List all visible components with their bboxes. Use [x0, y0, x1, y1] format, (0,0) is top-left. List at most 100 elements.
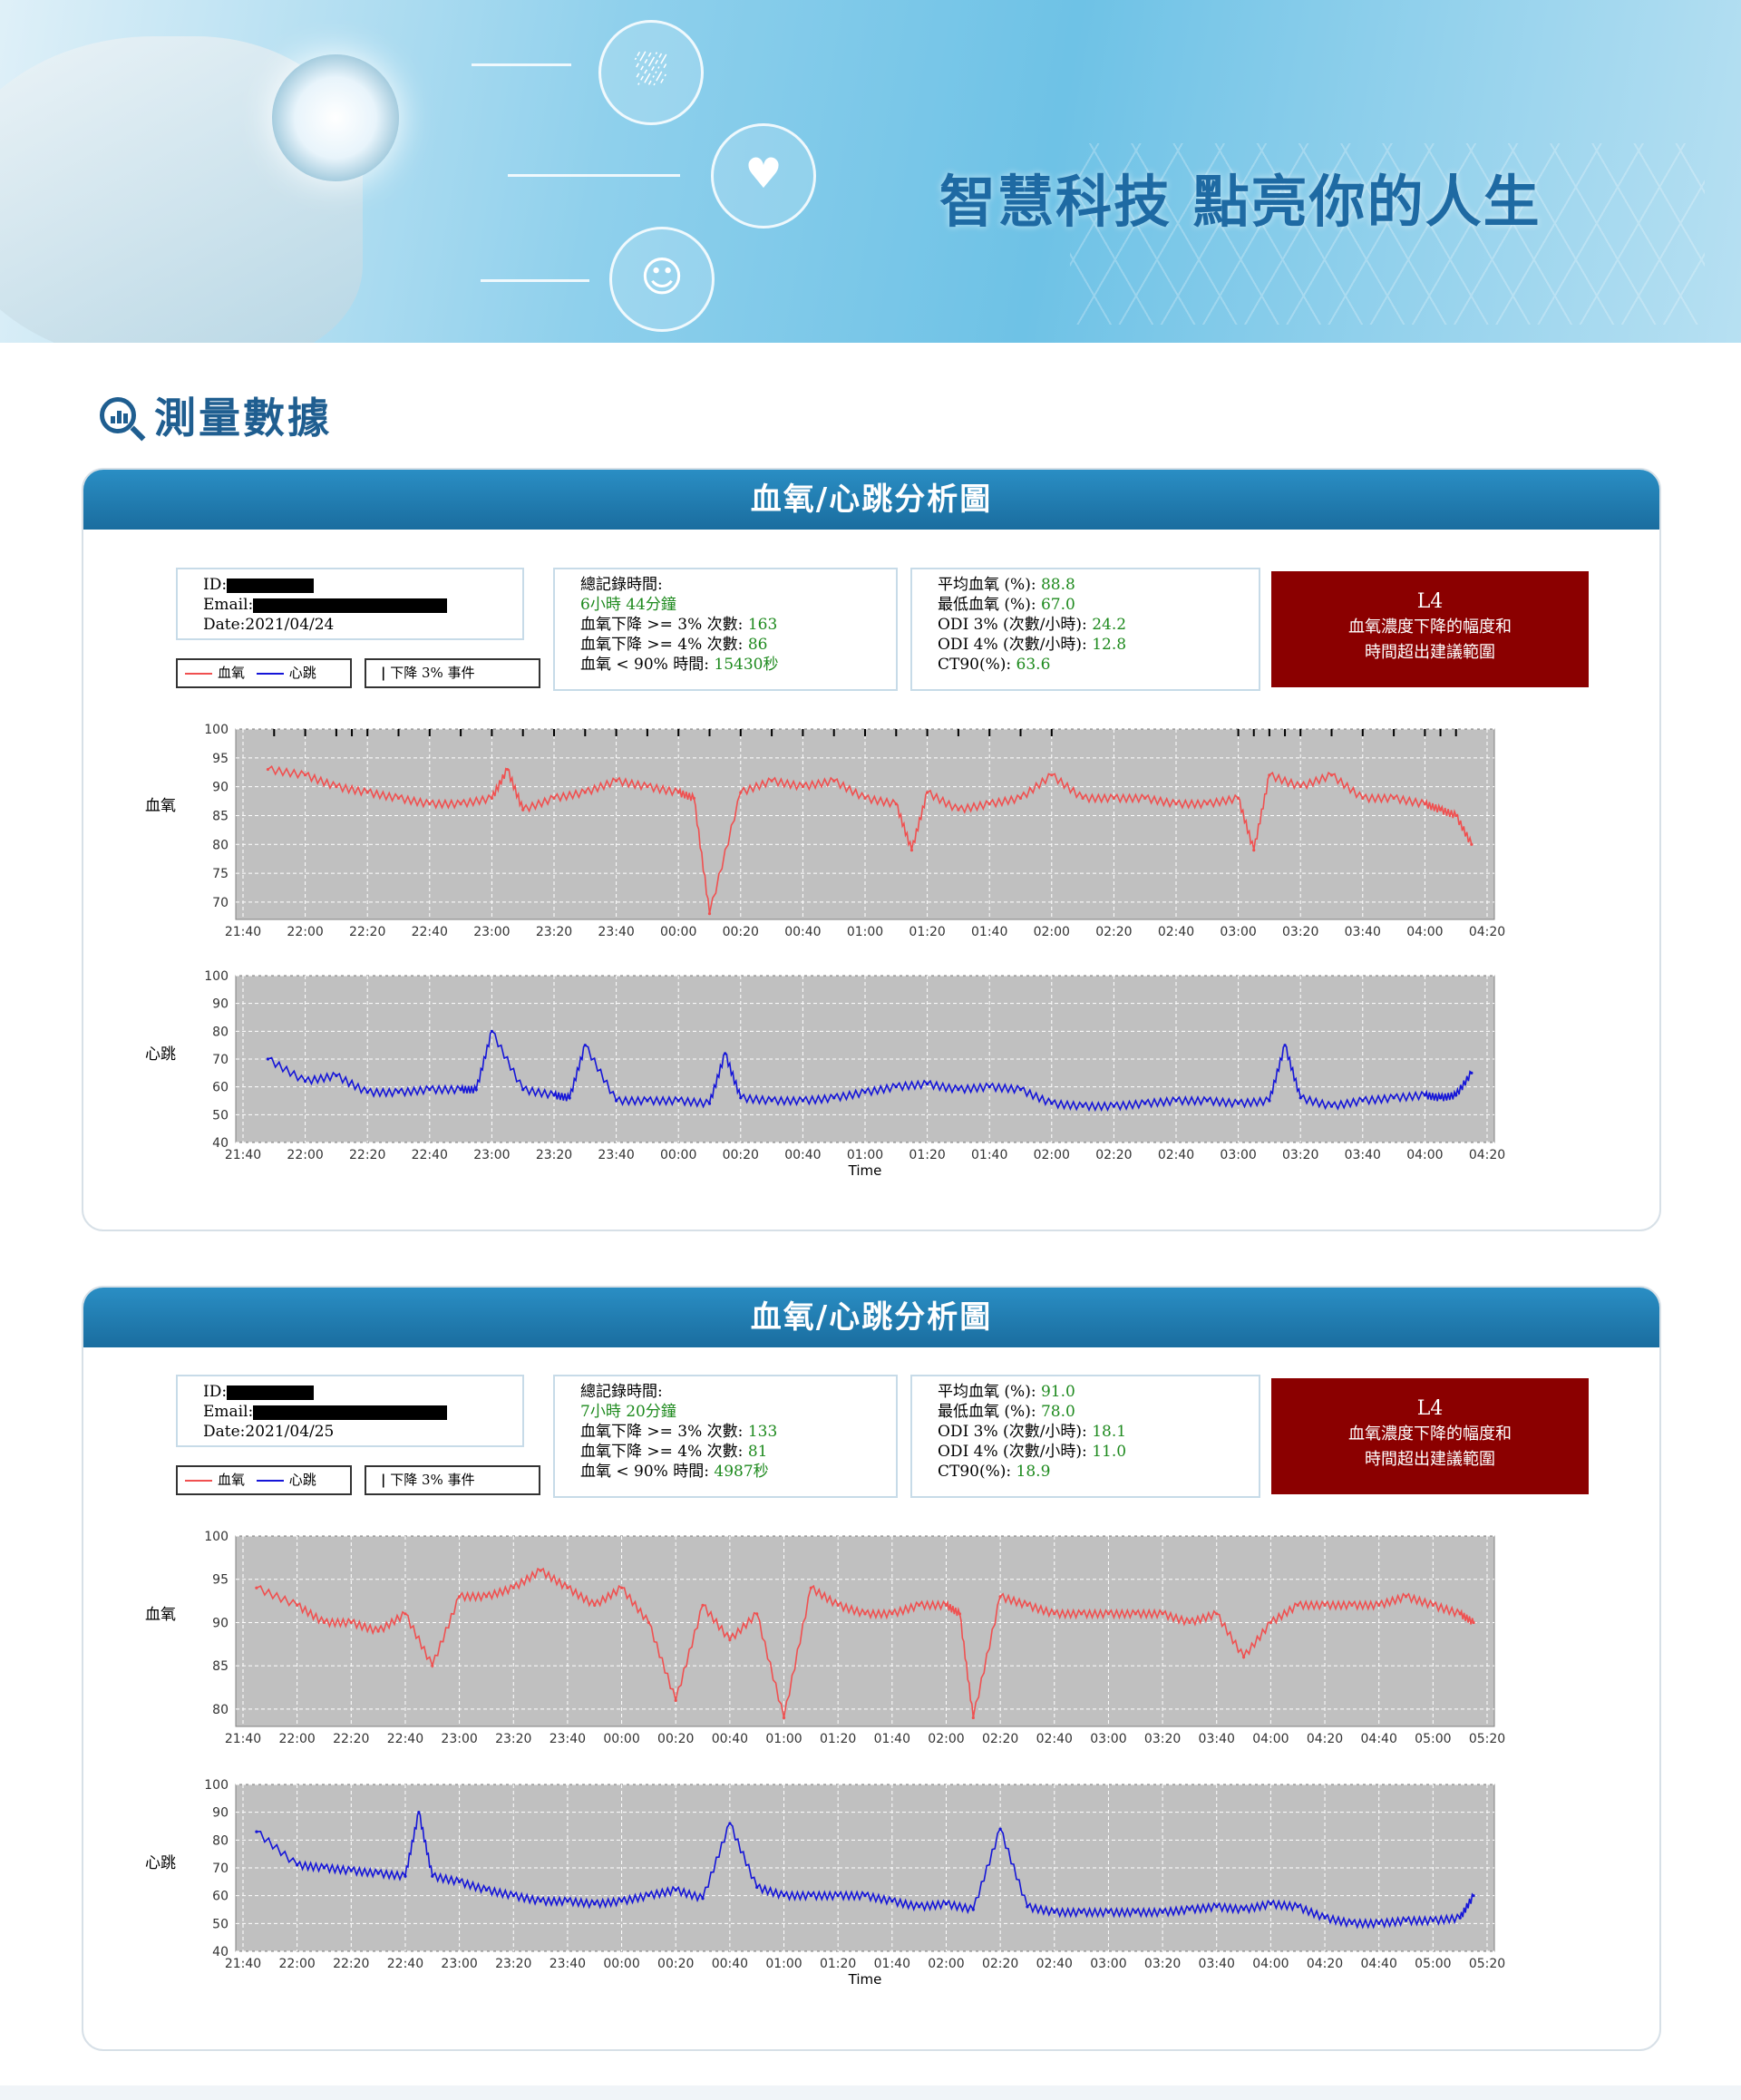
data-point: [474, 1088, 478, 1092]
patient-info-box: ID: Email: Date:2021/04/25: [176, 1375, 524, 1447]
data-point: [593, 1902, 597, 1906]
x-tick-label: 23:40: [598, 925, 634, 939]
x-tick-label: 00:40: [712, 1957, 748, 1971]
x-tick-label: 03:40: [1199, 1732, 1235, 1746]
x-tick-label: 02:00: [1034, 1148, 1070, 1162]
data-point: [1283, 1044, 1287, 1047]
data-point: [770, 1099, 773, 1103]
connector-line: [481, 279, 589, 282]
odi3-value: 18.1: [1092, 1423, 1127, 1441]
x-tick-label: 02:20: [982, 1732, 1018, 1746]
data-point: [674, 1698, 677, 1702]
min-spo2-value: 67.0: [1040, 596, 1075, 614]
data-point: [1431, 1603, 1435, 1607]
x-tick-label: 21:40: [225, 1732, 261, 1746]
data-point: [484, 1888, 489, 1892]
x-tick-label: 23:20: [536, 925, 572, 939]
data-point: [1215, 1612, 1219, 1616]
data-point: [755, 1885, 759, 1890]
x-tick-label: 00:20: [723, 925, 759, 939]
x-tick-label: 00:00: [660, 1148, 696, 1162]
hexagon-pattern: [1070, 143, 1705, 325]
data-point: [1350, 1921, 1354, 1925]
x-tick-label: 22:00: [287, 925, 323, 939]
x-tick-label: 04:20: [1469, 925, 1505, 939]
x-tick-label: 05:20: [1469, 1732, 1505, 1746]
x-tick-label: 04:40: [1361, 1957, 1397, 1971]
x-tick-label: 02:40: [1158, 925, 1194, 939]
data-point: [566, 1586, 569, 1590]
connector-line: [472, 63, 571, 66]
lt90-value: 4987秒: [714, 1463, 769, 1481]
data-point: [1188, 1620, 1191, 1625]
x-tick-label: 03:40: [1345, 925, 1381, 939]
data-point: [615, 779, 618, 783]
x-tick-label: 22:40: [412, 1148, 448, 1162]
lt90-label: 血氧 < 90% 時間:: [580, 656, 709, 674]
data-point: [1268, 773, 1271, 777]
data-point: [1174, 1099, 1178, 1103]
data-point: [255, 1586, 258, 1590]
patient-info-box: ID: Email: Date:2021/04/24: [176, 568, 524, 640]
y-tick-label: 40: [212, 1945, 229, 1959]
y-tick-label: 100: [204, 969, 229, 984]
email-label: Email:: [203, 596, 254, 614]
data-point: [1215, 1905, 1219, 1909]
data-point: [836, 1603, 840, 1607]
data-point: [1237, 1102, 1240, 1105]
data-point: [552, 1094, 556, 1097]
data-point: [568, 1096, 571, 1100]
oxygen-stats-box: 平均血氧 (%): 91.0 最低血氧 (%): 78.0 ODI 3% (次數…: [910, 1375, 1260, 1498]
drop4-label: 血氧下降 >= 4% 次數:: [580, 1443, 744, 1461]
data-point: [998, 1827, 1002, 1831]
data-point: [1268, 1099, 1271, 1103]
y-tick-label: 75: [212, 867, 229, 881]
data-point: [676, 791, 680, 794]
data-point: [1438, 1096, 1443, 1100]
data-point: [701, 1897, 705, 1901]
data-point: [890, 1612, 894, 1616]
x-axis-title: Time: [848, 1971, 882, 1988]
data-point: [615, 1099, 618, 1103]
data-point: [926, 791, 929, 794]
drop3-label: 血氧下降 >= 3% 次數:: [580, 616, 744, 634]
ct90-value: 18.9: [1016, 1463, 1051, 1481]
x-tick-label: 02:20: [1095, 1148, 1132, 1162]
data-point: [1296, 1905, 1299, 1909]
data-point: [987, 802, 991, 806]
data-point: [404, 1612, 407, 1616]
data-point: [1458, 1916, 1462, 1920]
data-point: [647, 1620, 650, 1625]
x-tick-label: 03:00: [1220, 925, 1256, 939]
x-tick-label: 23:00: [441, 1732, 477, 1746]
data-point: [431, 1874, 434, 1878]
x-tick-label: 01:00: [847, 925, 883, 939]
y-tick-label: 80: [212, 838, 229, 852]
avg-spo2-value: 91.0: [1040, 1383, 1075, 1401]
y-tick-label: 80: [212, 1025, 229, 1039]
data-point: [1161, 1612, 1164, 1616]
id-label: ID:: [203, 576, 228, 594]
y-tick-label: 90: [212, 1616, 229, 1630]
min-spo2-label: 最低血氧 (%):: [938, 596, 1036, 614]
record-date: Date:2021/04/25: [203, 1423, 335, 1441]
x-tick-label: 22:20: [349, 925, 385, 939]
data-point: [1050, 1102, 1054, 1105]
x-tick-label: 22:40: [412, 925, 448, 939]
data-point: [1133, 1612, 1137, 1616]
data-point: [1269, 1902, 1272, 1906]
data-point: [918, 1905, 921, 1909]
x-tick-label: 01:20: [909, 925, 945, 939]
card-title: 血氧/心跳分析圖: [83, 1288, 1659, 1347]
y-tick-label: 90: [212, 1806, 229, 1821]
data-point: [511, 1894, 515, 1898]
y-tick-label: 100: [204, 1778, 229, 1793]
id-label: ID:: [203, 1383, 228, 1401]
x-tick-label: 03:00: [1090, 1957, 1126, 1971]
data-point: [417, 1811, 421, 1814]
data-point: [428, 1088, 432, 1092]
x-tick-label: 00:00: [660, 925, 696, 939]
x-tick-label: 23:20: [495, 1732, 531, 1746]
data-point: [304, 773, 307, 777]
x-tick-label: 03:00: [1220, 1148, 1256, 1162]
